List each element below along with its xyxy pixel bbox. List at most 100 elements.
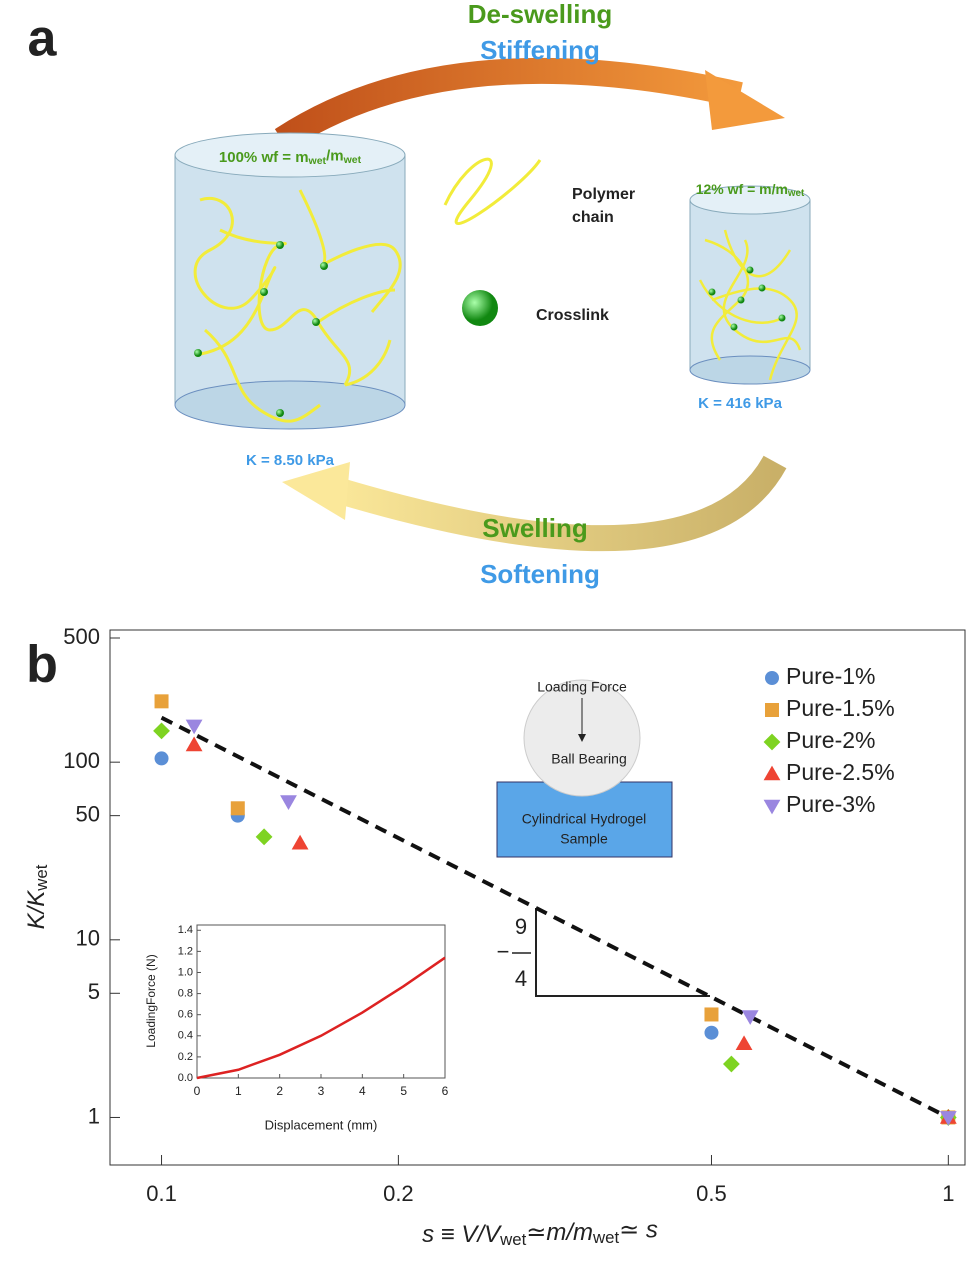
label: 12% wf = m/mwet xyxy=(696,181,805,199)
inset-x-tick-label: 6 xyxy=(442,1084,449,1098)
marker xyxy=(939,1111,957,1126)
legend-label: Pure-2.5% xyxy=(786,759,895,785)
text-part: 100% wf = m xyxy=(219,149,309,166)
crosslinks xyxy=(194,241,328,417)
label: 9 xyxy=(515,914,527,939)
label: Softening xyxy=(480,559,600,589)
legend-chain xyxy=(443,157,542,225)
arrow-top xyxy=(274,57,743,151)
text-part: s ≡ V/V xyxy=(422,1221,502,1248)
marker xyxy=(704,1007,719,1022)
y-tick-label: 5 xyxy=(88,979,100,1004)
label: De-swelling xyxy=(468,0,612,29)
label: K = 416 kPa xyxy=(698,395,782,412)
legend-label: Pure-3% xyxy=(786,791,875,817)
triangle xyxy=(535,908,710,997)
inset-y-tick-label: 1.4 xyxy=(178,924,193,936)
subscript: wet xyxy=(32,864,51,891)
x-tick-label: 1 xyxy=(942,1181,954,1206)
marker xyxy=(255,828,273,846)
label: Loading Force xyxy=(537,679,627,695)
text-part: ≃ s xyxy=(619,1217,658,1244)
inset-y-tick-label: 0.0 xyxy=(178,1072,193,1084)
y-tick-label: 1 xyxy=(88,1103,100,1128)
label: Sample xyxy=(560,831,608,847)
legend-label: Pure-1% xyxy=(786,663,875,689)
cylinder-left xyxy=(174,132,406,430)
marker xyxy=(154,751,169,766)
marker xyxy=(153,722,170,740)
marker xyxy=(735,1035,753,1051)
panel-label: b xyxy=(26,636,58,694)
legend-label: Pure-1.5% xyxy=(786,695,895,721)
inset-y-label: LoadingForce (N) xyxy=(144,954,158,1047)
cycle-arrows xyxy=(274,57,787,552)
inset-y-tick-label: 0.4 xyxy=(178,1030,193,1042)
label: Stiffening xyxy=(480,35,600,65)
schematic: Loading Force Ball Bearing Cylindrical H… xyxy=(496,679,673,858)
label: 100% wf = mwet/mwet xyxy=(219,148,362,167)
text-part: K/K xyxy=(23,890,50,930)
label: Ball Bearing xyxy=(551,751,627,767)
label: Cylindrical Hydrogel xyxy=(522,811,647,827)
force-arrow-head xyxy=(578,734,586,742)
marker xyxy=(291,834,309,850)
y-tick-label: 50 xyxy=(76,801,100,826)
x-axis-label: s ≡ V/Vwet≃m/mwet≃ s xyxy=(422,1217,658,1249)
x-tick-label: 0.5 xyxy=(696,1181,727,1206)
cylinder-bottom xyxy=(689,355,811,385)
label: − xyxy=(497,939,510,964)
inset-x-tick-label: 2 xyxy=(276,1084,283,1098)
y-tick-label: 500 xyxy=(63,624,100,649)
subscript: wet xyxy=(308,155,327,167)
inset-x-tick-label: 3 xyxy=(318,1084,325,1098)
slope-triangle: 9 − 4 xyxy=(497,908,710,997)
marker xyxy=(765,671,779,685)
marker xyxy=(185,719,203,735)
arrow-head xyxy=(282,462,350,520)
inset-y-tick-label: 0.8 xyxy=(178,987,193,999)
fit-line xyxy=(160,715,950,1120)
text-part: ≃m/m xyxy=(526,1219,593,1246)
subscript: wet xyxy=(787,188,805,199)
cylinder-top xyxy=(174,132,406,178)
marker xyxy=(763,799,781,815)
x-tick-label: 0.2 xyxy=(383,1181,414,1206)
label: Swelling xyxy=(482,513,587,543)
inset-y-tick-label: 1.0 xyxy=(178,966,193,978)
label: 4 xyxy=(515,966,527,991)
y-tick-label: 10 xyxy=(76,926,100,951)
panel-label: a xyxy=(28,10,58,68)
label: Crosslink xyxy=(536,307,609,324)
marker xyxy=(765,703,779,717)
inset-y-tick-label: 0.2 xyxy=(178,1051,193,1063)
legend-crosslink xyxy=(462,290,498,326)
inset-frame xyxy=(196,924,446,1079)
arrow-bottom xyxy=(326,455,787,552)
legend-label: Pure-2% xyxy=(786,727,875,753)
subscript: wet xyxy=(592,1228,619,1247)
marker xyxy=(763,733,781,751)
polymer-chains xyxy=(698,229,802,381)
arrow-head xyxy=(705,70,785,130)
y-tick-label: 100 xyxy=(63,748,100,773)
plot-frame xyxy=(109,629,966,1166)
inset-y-tick-label: 0.6 xyxy=(178,1009,193,1021)
crosslinks xyxy=(708,266,786,331)
inset-x-tick-label: 5 xyxy=(400,1084,407,1098)
marker xyxy=(280,795,297,810)
cylinder-top xyxy=(689,185,811,215)
inset-x-tick-label: 4 xyxy=(359,1084,366,1098)
cylinder-bottom xyxy=(174,380,406,430)
subscript: wet xyxy=(343,154,362,166)
cylinder-right xyxy=(689,185,811,385)
y-axis-label: K/Kwet xyxy=(23,864,51,929)
marker xyxy=(230,801,245,816)
marker xyxy=(722,1055,740,1073)
marker xyxy=(741,1010,759,1025)
x-tick-label: 0.1 xyxy=(146,1181,177,1206)
diagram-labels: a b De-swelling Stiffening 100% wf = mwe… xyxy=(26,0,805,694)
inset-curve xyxy=(196,956,446,1080)
marker xyxy=(154,694,169,709)
inset-y-tick-label: 1.2 xyxy=(178,945,193,957)
